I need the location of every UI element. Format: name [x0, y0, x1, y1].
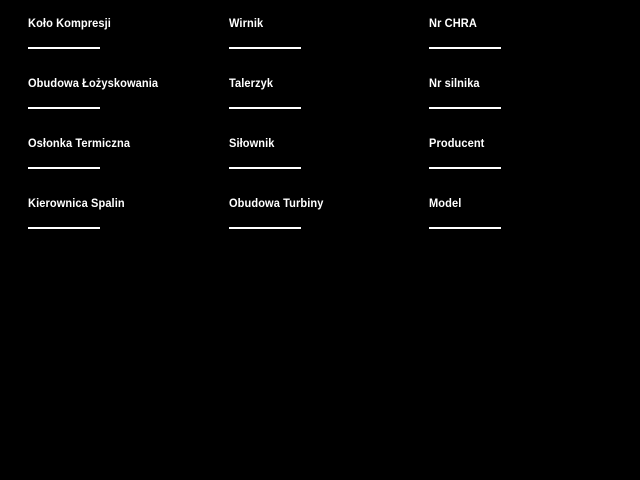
field-underline[interactable] — [429, 107, 501, 109]
field-label: Osłonka Termiczna — [28, 138, 131, 150]
field-label: Obudowa Łożyskowania — [28, 78, 159, 90]
field-underline[interactable] — [229, 47, 301, 49]
field-label: Koło Kompresji — [28, 18, 111, 30]
field-underline[interactable] — [229, 107, 301, 109]
field-obudowa-turbiny[interactable]: Obudowa Turbiny — [229, 198, 409, 250]
field-wirnik[interactable]: Wirnik — [229, 18, 409, 70]
field-talerzyk[interactable]: Talerzyk — [229, 78, 409, 130]
field-underline[interactable] — [429, 167, 501, 169]
field-obudowa-lozyskowania[interactable]: Obudowa Łożyskowania — [28, 78, 208, 130]
field-underline[interactable] — [28, 107, 100, 109]
field-kolo-kompresji[interactable]: Koło Kompresji — [28, 18, 208, 70]
field-silownik[interactable]: Siłownik — [229, 138, 409, 190]
field-underline[interactable] — [429, 227, 501, 229]
field-underline[interactable] — [229, 227, 301, 229]
field-label: Obudowa Turbiny — [229, 198, 324, 210]
field-underline[interactable] — [28, 167, 100, 169]
field-nr-silnika[interactable]: Nr silnika — [429, 78, 609, 130]
field-nr-chra[interactable]: Nr CHRA — [429, 18, 609, 70]
field-label: Kierownica Spalin — [28, 198, 125, 210]
field-label: Nr silnika — [429, 78, 480, 90]
field-underline[interactable] — [229, 167, 301, 169]
field-label: Model — [429, 198, 462, 210]
field-underline[interactable] — [429, 47, 501, 49]
field-label: Siłownik — [229, 138, 275, 150]
field-model[interactable]: Model — [429, 198, 609, 250]
field-label: Wirnik — [229, 18, 264, 30]
field-oslonka-termiczna[interactable]: Osłonka Termiczna — [28, 138, 208, 190]
field-producent[interactable]: Producent — [429, 138, 609, 190]
field-underline[interactable] — [28, 47, 100, 49]
field-label: Talerzyk — [229, 78, 274, 90]
field-underline[interactable] — [28, 227, 100, 229]
field-label: Nr CHRA — [429, 18, 477, 30]
field-kierownica-spalin[interactable]: Kierownica Spalin — [28, 198, 208, 250]
field-label: Producent — [429, 138, 485, 150]
